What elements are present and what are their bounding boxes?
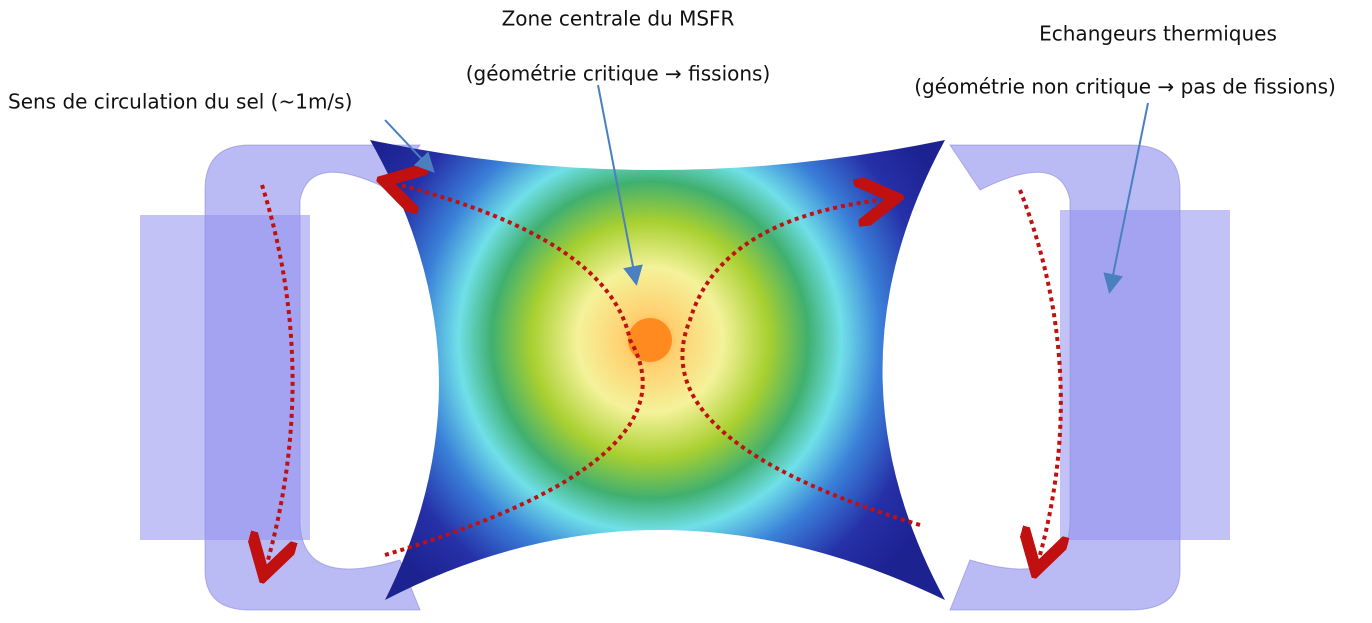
right-exchanger [1060,210,1230,540]
center-subtitle: (géométrie critique → fissions) [466,62,771,86]
flow-arrow [262,184,293,560]
pointer [1103,102,1149,294]
pointers [384,84,1149,294]
flow-arrows [262,185,1061,560]
flow-arrow [680,200,921,527]
center-title: Zone centrale du MSFR [502,7,735,31]
exchanger-subtitle: (géométrie non critique → pas de fission… [914,75,1336,99]
left-exchanger [140,215,310,540]
core-zone [370,140,945,600]
pointer [597,84,643,286]
flow-arrow [1020,189,1061,555]
flow-arrow [385,185,645,557]
flow-label: Sens de circulation du sel (~1m/s) [8,90,352,114]
pointer [384,119,435,173]
exchanger-title: Echangeurs thermiques [1039,22,1277,46]
core-hotspot [628,318,672,362]
